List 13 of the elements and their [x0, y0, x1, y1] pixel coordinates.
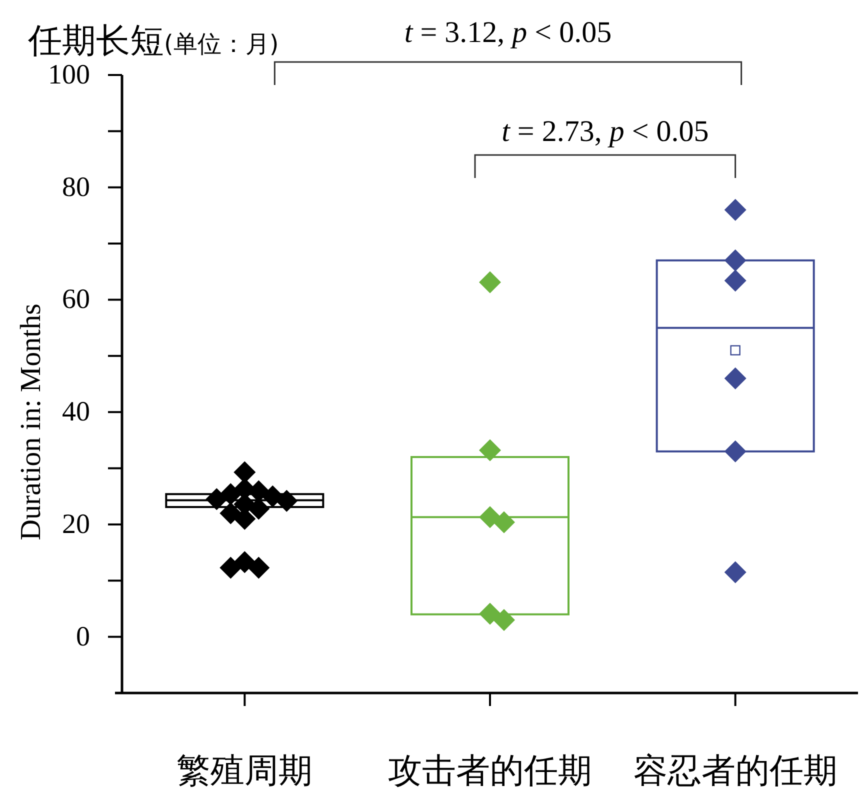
y-tick-label: 40 — [62, 396, 90, 428]
y-tick-label: 20 — [62, 508, 90, 540]
y-tick-label: 0 — [76, 621, 90, 652]
y-tick-label: 100 — [48, 60, 90, 90]
annotation: t = 2.73, p < 0.05 — [502, 115, 709, 148]
y-axis-title: Duration in: Months — [15, 304, 47, 540]
x-tick-label: 容忍者的任期 — [633, 751, 838, 791]
y-tick-label: 80 — [62, 172, 90, 203]
x-tick-label: 繁殖周期 — [176, 751, 313, 791]
y-tick-label: 60 — [62, 284, 90, 316]
x-tick-label: 攻击者的任期 — [388, 751, 592, 791]
chart-title: 任期长短(单位：月) — [27, 21, 279, 61]
annotation: t = 3.12, p < 0.05 — [404, 16, 612, 49]
